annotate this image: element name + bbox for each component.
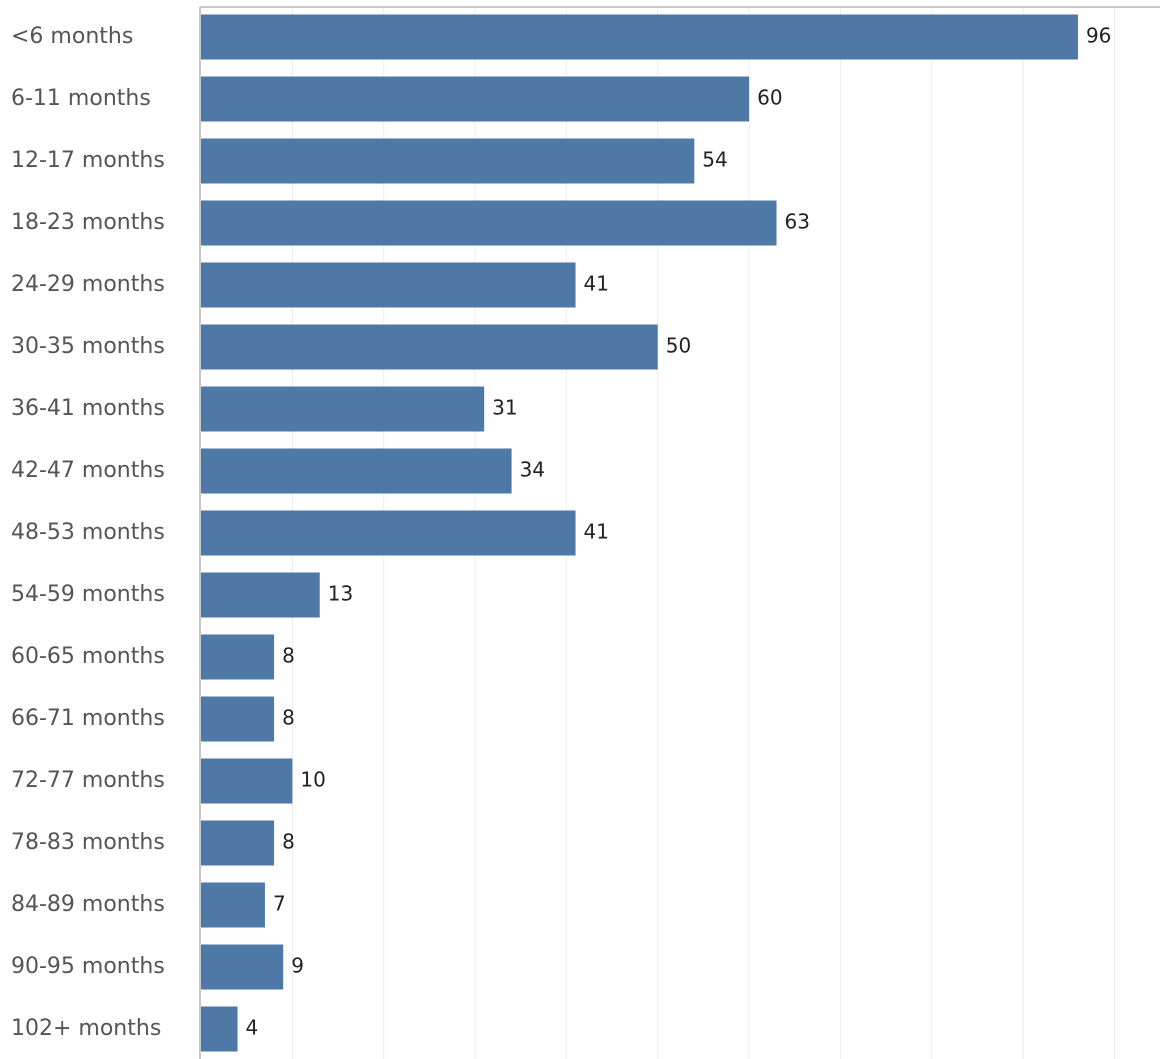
category-labels: <6 months 6-11 months 12-17 months 18-23 mo… bbox=[11, 24, 165, 1041]
category-label: 78-83 months bbox=[11, 830, 165, 855]
bars bbox=[201, 14, 1078, 1052]
bar bbox=[201, 448, 512, 494]
category-label: 6-11 months bbox=[11, 86, 151, 111]
bar bbox=[201, 572, 320, 618]
value-label: 34 bbox=[520, 458, 545, 482]
category-label: 12-17 months bbox=[11, 148, 165, 173]
value-label: 50 bbox=[666, 334, 691, 358]
value-labels: 96 60 54 63 41 50 31 34 41 13 8 8 10 8 7 9 4 bbox=[246, 24, 1112, 1040]
bar bbox=[201, 882, 265, 928]
bar bbox=[201, 76, 750, 122]
category-label: 42-47 months bbox=[11, 458, 165, 483]
bar bbox=[201, 138, 695, 184]
category-label: 54-59 months bbox=[11, 582, 165, 607]
category-label: 24-29 months bbox=[11, 272, 165, 297]
bar bbox=[201, 14, 1078, 60]
category-label: 66-71 months bbox=[11, 706, 165, 731]
value-label: 60 bbox=[757, 86, 782, 110]
bar bbox=[201, 1006, 238, 1052]
value-label: 41 bbox=[584, 272, 609, 296]
bar bbox=[201, 510, 576, 556]
bar bbox=[201, 758, 293, 804]
category-label: <6 months bbox=[11, 24, 133, 49]
value-label: 96 bbox=[1086, 24, 1111, 48]
bar bbox=[201, 820, 275, 866]
category-label: 60-65 months bbox=[11, 644, 165, 669]
category-label: 48-53 months bbox=[11, 520, 165, 545]
category-label: 30-35 months bbox=[11, 334, 165, 359]
category-label: 84-89 months bbox=[11, 892, 165, 917]
category-label: 90-95 months bbox=[11, 954, 165, 979]
value-label: 4 bbox=[246, 1016, 259, 1040]
bar bbox=[201, 634, 275, 680]
value-label: 31 bbox=[492, 396, 517, 420]
bar bbox=[201, 696, 275, 742]
value-label: 8 bbox=[282, 644, 295, 668]
value-label: 8 bbox=[282, 830, 295, 854]
value-label: 54 bbox=[702, 148, 727, 172]
bar bbox=[201, 324, 658, 370]
bar bbox=[201, 944, 284, 990]
value-label: 63 bbox=[785, 210, 810, 234]
value-label: 8 bbox=[282, 706, 295, 730]
category-label: 72-77 months bbox=[11, 768, 165, 793]
bar bbox=[201, 262, 576, 308]
bar bbox=[201, 200, 777, 246]
category-label: 18-23 months bbox=[11, 210, 165, 235]
category-label: 102+ months bbox=[11, 1016, 161, 1041]
value-label: 13 bbox=[328, 582, 353, 606]
bar bbox=[201, 386, 485, 432]
value-label: 10 bbox=[300, 768, 325, 792]
value-label: 9 bbox=[291, 954, 304, 978]
value-label: 7 bbox=[273, 892, 286, 916]
value-label: 41 bbox=[584, 520, 609, 544]
category-label: 36-41 months bbox=[11, 396, 165, 421]
